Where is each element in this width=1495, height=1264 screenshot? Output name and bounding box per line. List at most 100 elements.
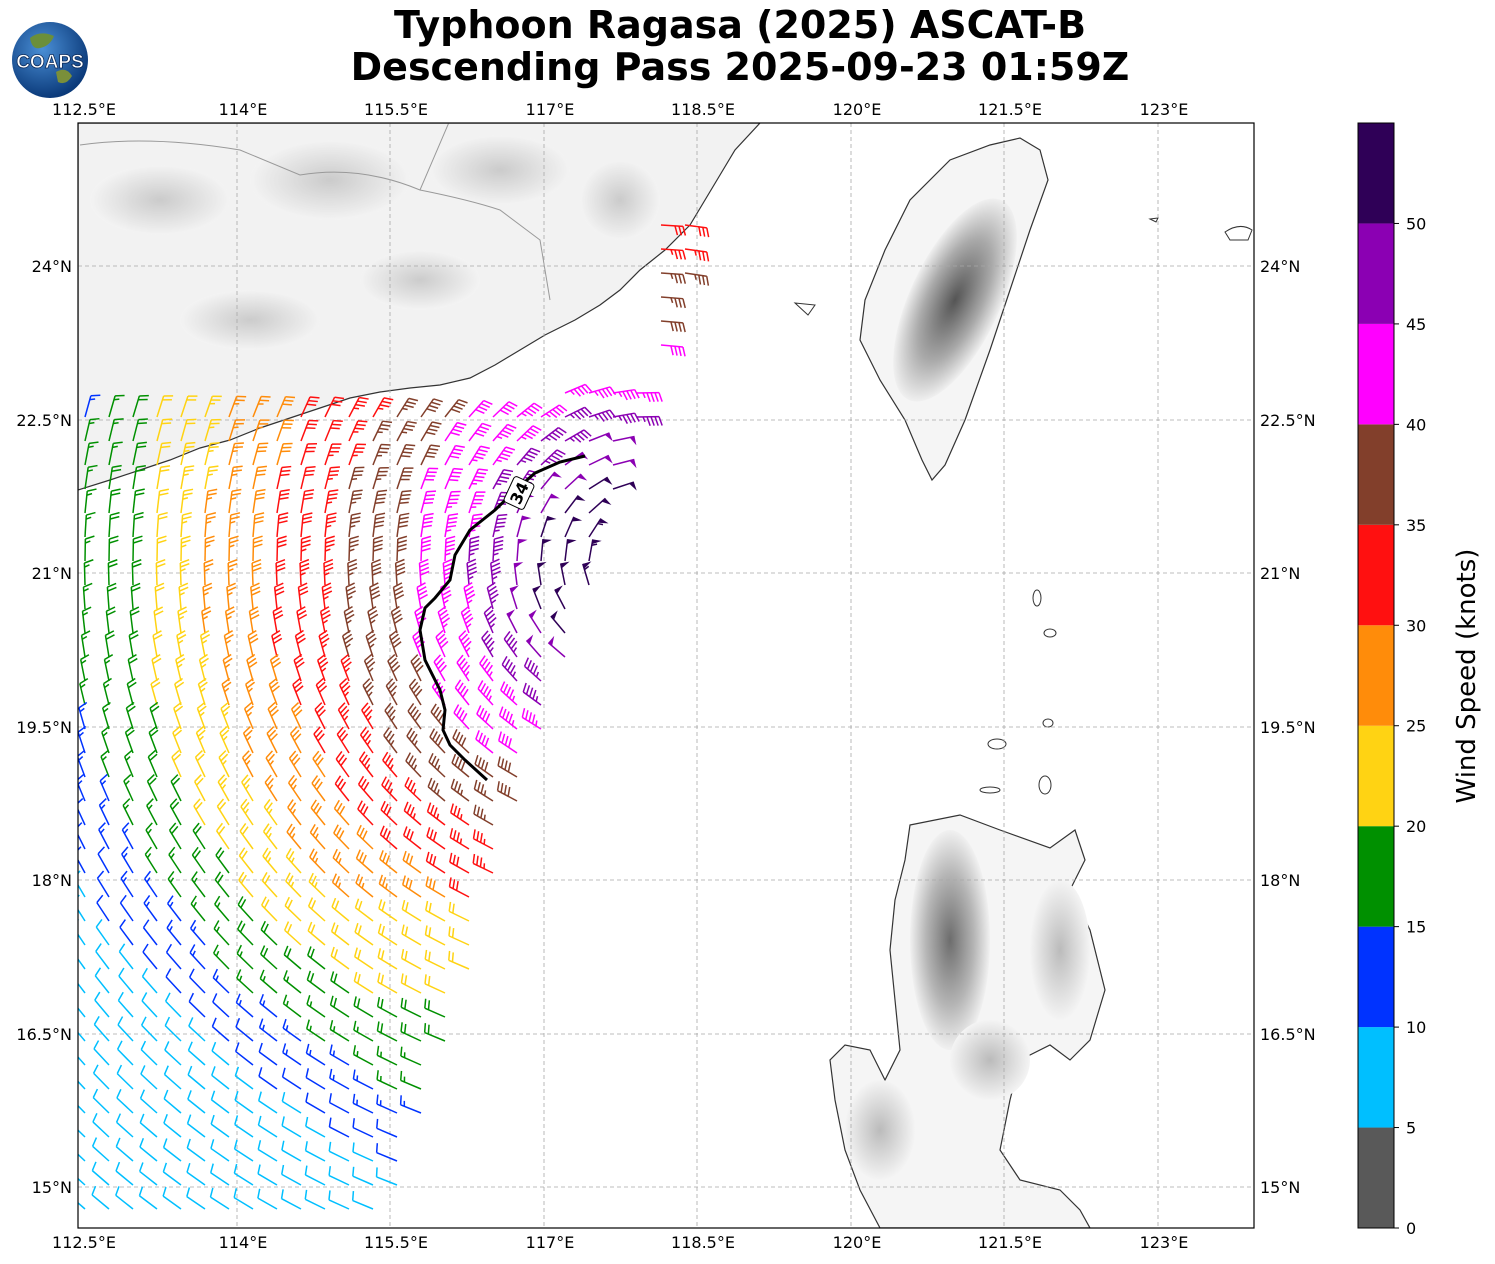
- wind-barb: [132, 441, 147, 466]
- wind-barb: [237, 896, 254, 922]
- wind-barb: [315, 677, 328, 706]
- title-line-1: Typhoon Ragasa (2025) ASCAT-B: [393, 3, 1087, 47]
- lon-label-bottom: 117°E: [526, 1233, 575, 1252]
- wind-barb: [396, 467, 414, 490]
- wind-barb: [660, 296, 686, 309]
- lon-label-bottom: 123°E: [1140, 1233, 1189, 1252]
- wind-barb: [276, 419, 294, 442]
- wind-barb: [448, 926, 470, 946]
- wind-barb: [127, 654, 138, 682]
- wind-barb: [78, 797, 86, 826]
- wind-barb: [540, 471, 562, 490]
- wind-barb: [513, 562, 524, 586]
- wind-barb: [132, 464, 146, 490]
- wind-barb: [78, 1080, 86, 1090]
- wind-barb: [281, 1116, 302, 1138]
- wind-barb: [355, 849, 374, 874]
- wind-barb: [684, 272, 710, 286]
- wind-barb: [408, 678, 423, 706]
- wind-barb: [155, 559, 166, 586]
- wind-barb: [454, 679, 470, 706]
- wind-barb: [79, 677, 89, 706]
- wind-barb: [180, 441, 196, 466]
- wind-barb: [477, 680, 494, 706]
- wind-barb: [132, 418, 148, 442]
- wind-barb: [503, 630, 518, 658]
- wind-barb: [163, 1114, 182, 1138]
- wind-barb: [396, 512, 410, 538]
- wind-barb: [588, 386, 617, 399]
- colorbar-tick: 0: [1406, 1219, 1416, 1238]
- wind-barb: [523, 657, 542, 682]
- wind-barb: [307, 897, 326, 922]
- wind-barb: [260, 945, 278, 970]
- lat-label-left: 16.5°N: [16, 1025, 72, 1044]
- wind-barb: [97, 846, 110, 874]
- wind-barb: [376, 1021, 398, 1042]
- wind-barb: [258, 1067, 278, 1090]
- wind-barb: [328, 1093, 350, 1114]
- wind-barb: [420, 467, 439, 490]
- longitude-labels-top: 112.5°E 114°E 115.5°E 117°E 118.5°E 120°E 121.…: [52, 100, 1188, 119]
- wind-barb: [660, 248, 687, 260]
- wind-barb: [275, 558, 286, 586]
- wind-barb: [309, 823, 326, 850]
- wind-barb: [103, 654, 114, 682]
- wind-barb: [401, 875, 422, 898]
- wind-barb: [356, 824, 374, 850]
- wind-barb: [333, 799, 350, 826]
- wind-barb: [180, 511, 192, 538]
- wind-barb: [214, 895, 230, 922]
- wind-barb: [324, 535, 335, 562]
- wind-barb: [281, 1067, 302, 1090]
- wind-barb: [498, 731, 518, 754]
- wind-barb: [235, 1017, 254, 1042]
- contour-34kt-label: 34: [503, 476, 535, 510]
- wind-barb: [150, 677, 161, 706]
- wind-barb: [142, 919, 158, 946]
- wind-barb: [376, 1045, 398, 1066]
- wind-barb: [180, 465, 195, 490]
- wind-barb: [547, 635, 566, 658]
- wind-barb: [101, 725, 110, 754]
- colorbar-tick: 10: [1406, 1018, 1426, 1037]
- wind-barb: [300, 512, 313, 538]
- wind-barb: [141, 967, 158, 994]
- wind-barb: [287, 799, 302, 826]
- wind-barb: [305, 1068, 326, 1090]
- wind-barb: [172, 725, 183, 754]
- wind-barb: [352, 1142, 374, 1162]
- wind-barb: [139, 1137, 158, 1162]
- wind-barb: [468, 399, 493, 418]
- wind-barb: [166, 919, 182, 946]
- wind-barb: [378, 899, 398, 922]
- wind-barb: [213, 920, 230, 946]
- wind-barb: [257, 1091, 278, 1114]
- wind-barb: [132, 511, 144, 538]
- wind-barb: [78, 773, 86, 802]
- wind-barb: [424, 974, 446, 994]
- wind-barb: [521, 707, 542, 730]
- wind-barb: [162, 1162, 182, 1186]
- contour-34kt-line: [418, 454, 586, 782]
- wind-barb: [354, 922, 374, 946]
- wind-barb: [164, 1016, 182, 1042]
- wind-barb: [163, 1089, 182, 1114]
- wind-barb: [353, 971, 374, 994]
- wind-barb: [333, 824, 350, 850]
- wind-barb: [588, 497, 612, 514]
- wind-barb: [490, 558, 501, 586]
- wind-barb: [236, 969, 254, 994]
- wind-barb: [285, 872, 302, 898]
- wind-barb: [329, 1068, 350, 1090]
- wind-barb: [198, 653, 209, 682]
- wind-barb: [540, 493, 560, 514]
- wind-barb: [108, 535, 119, 562]
- wind-barb: [501, 656, 518, 682]
- wind-barb: [132, 488, 145, 514]
- wind-barb: [252, 535, 263, 562]
- wind-barb: [287, 774, 302, 802]
- wind-barb: [588, 539, 602, 562]
- colorbar-label: Wind Speed (knots): [1452, 549, 1482, 804]
- wind-barb: [331, 873, 350, 898]
